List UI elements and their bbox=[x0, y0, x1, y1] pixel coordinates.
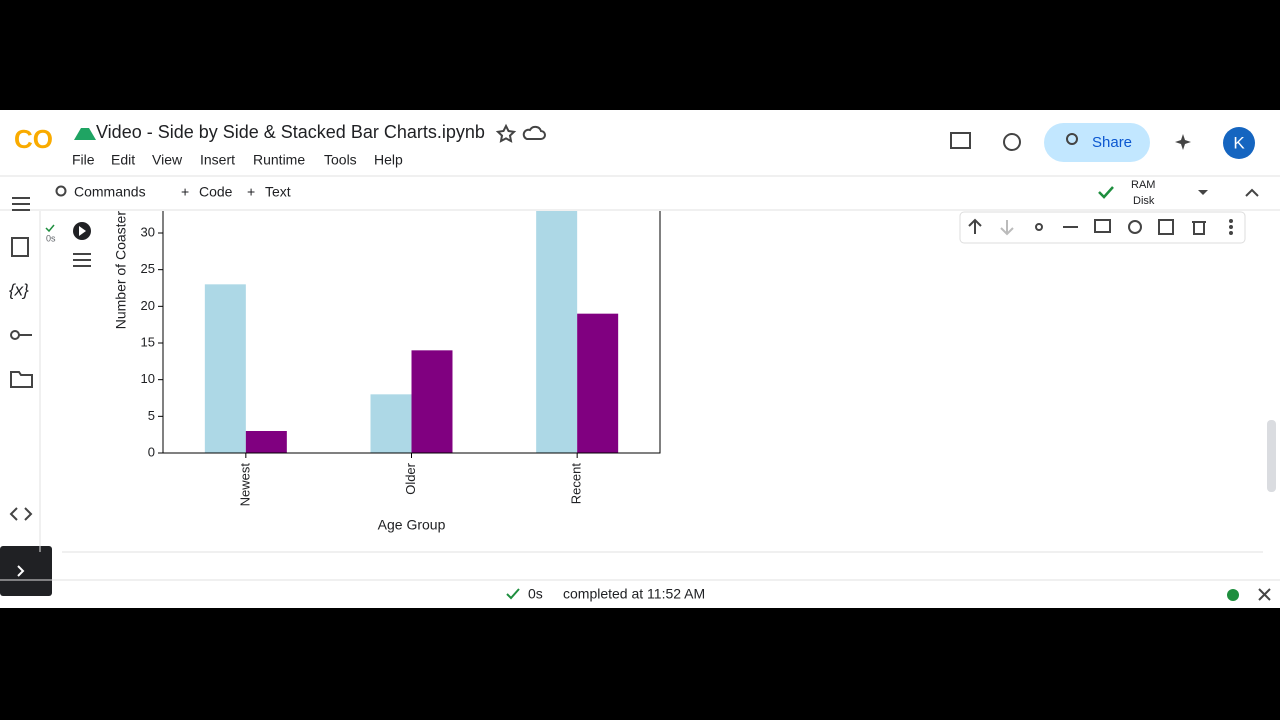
cell-toolbar-icons[interactable] bbox=[968, 218, 1233, 236]
settings-icon[interactable] bbox=[1003, 133, 1021, 151]
disk-label: Disk bbox=[1133, 195, 1155, 207]
cell-time: 0s bbox=[46, 233, 56, 243]
bar bbox=[536, 211, 578, 453]
svg-text:{x}: {x} bbox=[9, 280, 29, 299]
connected-check bbox=[1098, 186, 1114, 199]
y-tick-label: 15 bbox=[141, 334, 155, 349]
menu-item[interactable]: File bbox=[72, 152, 95, 168]
share-button[interactable] bbox=[1044, 123, 1150, 162]
drive-icon bbox=[74, 128, 96, 140]
axes-frame bbox=[162, 211, 661, 454]
add-text-button[interactable]: Text bbox=[265, 184, 291, 200]
status-time: 0s bbox=[528, 586, 543, 602]
comment-icon[interactable] bbox=[950, 132, 971, 149]
y-tick-label: 20 bbox=[141, 298, 155, 313]
notebook-title[interactable]: Video - Side by Side & Stacked Bar Chart… bbox=[96, 122, 485, 142]
commands-button[interactable]: Commands bbox=[74, 184, 146, 200]
close-status[interactable] bbox=[1258, 588, 1271, 601]
add-code-button[interactable]: Code bbox=[199, 184, 233, 200]
bar bbox=[204, 284, 246, 453]
gemini-icon[interactable] bbox=[1175, 134, 1191, 150]
share-icon bbox=[1066, 133, 1078, 145]
plus: + bbox=[181, 184, 189, 200]
cell-check bbox=[45, 224, 55, 233]
star-icon[interactable] bbox=[495, 123, 517, 143]
y-tick-label: 25 bbox=[141, 261, 155, 276]
output-icon[interactable] bbox=[73, 253, 91, 267]
plus: + bbox=[247, 184, 255, 200]
bar bbox=[245, 431, 287, 453]
y-tick-label: 10 bbox=[141, 371, 155, 386]
share-label[interactable]: Share bbox=[1092, 134, 1132, 151]
logo: CO bbox=[14, 124, 53, 154]
avatar[interactable] bbox=[1223, 127, 1255, 159]
bar bbox=[370, 394, 412, 453]
ram-label: RAM bbox=[1131, 179, 1155, 191]
menu-item[interactable]: Runtime bbox=[253, 152, 305, 168]
x-axis-label: Age Group bbox=[378, 517, 446, 533]
menu-item[interactable]: Insert bbox=[200, 152, 235, 168]
run-icon bbox=[79, 226, 86, 236]
menu-item[interactable]: Tools bbox=[324, 152, 357, 168]
cell-toolbar bbox=[959, 211, 1246, 244]
menu-item[interactable]: View bbox=[152, 152, 183, 168]
cloud-icon[interactable] bbox=[522, 125, 546, 140]
y-tick-label: 5 bbox=[148, 408, 155, 423]
y-tick-label: 0 bbox=[148, 444, 155, 459]
menu-bar: File Edit View Insert Runtime Tools Help bbox=[72, 152, 403, 168]
menu-item[interactable]: Edit bbox=[111, 152, 135, 168]
chevron bbox=[17, 565, 25, 577]
y-axis-label: Number of Coaster bbox=[113, 211, 129, 330]
bar bbox=[577, 313, 619, 453]
x-tick-label: Newest bbox=[237, 463, 252, 507]
dropdown[interactable] bbox=[1198, 190, 1208, 195]
avatar-letter: K bbox=[1233, 133, 1245, 152]
status-dot bbox=[1227, 589, 1239, 601]
status-check bbox=[506, 588, 520, 600]
bar bbox=[411, 350, 453, 453]
colab-window bbox=[0, 110, 1280, 608]
x-tick-label: Recent bbox=[569, 463, 584, 505]
y-tick-label: 30 bbox=[141, 224, 155, 239]
plot: 0 5 10 15 20 25 30 Newest Older Recent Age Group Nu… bbox=[113, 211, 661, 533]
terminal-button[interactable] bbox=[0, 546, 52, 596]
scrollbar[interactable] bbox=[1267, 420, 1276, 492]
status-message: completed at 11:52 AM bbox=[563, 586, 705, 602]
collapse[interactable] bbox=[1245, 188, 1259, 197]
x-tick-label: Older bbox=[403, 462, 418, 494]
menu-item[interactable]: Help bbox=[374, 152, 403, 168]
sidebar: {x} bbox=[9, 197, 33, 521]
search-icon bbox=[55, 185, 67, 197]
